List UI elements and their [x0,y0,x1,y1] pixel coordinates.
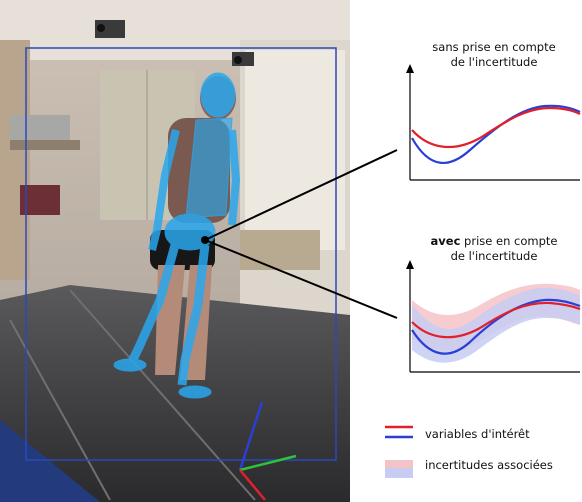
skeleton-overlay [113,72,241,399]
plot-title-with-uncertainty: avec prise en compte de l'incertitude [430,234,558,263]
camera-icon [95,20,125,38]
capture-volume-frame [25,47,337,461]
plot-title-without-uncertainty: sans prise en compte de l'incertitude [432,40,556,69]
camera-icon [232,52,254,66]
legend-label-curves: variables d'intérêt [425,427,530,441]
coordinate-axes-icon [238,401,297,501]
legend-label-bands: incertitudes associées [425,458,553,472]
treadmill [0,285,350,502]
gait-lab-photo [0,0,350,502]
desk [10,140,80,150]
